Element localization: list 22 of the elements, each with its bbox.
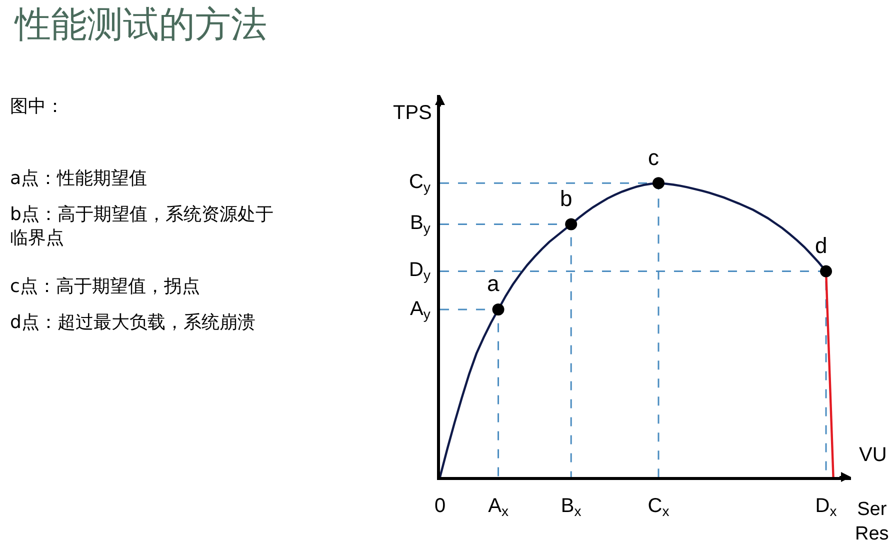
- text: b点：高于期望值，系统资源处于临界点: [10, 204, 274, 248]
- x-tick-label: A$_{x}$: [488, 494, 508, 519]
- series-label: B$_{y}$: [410, 212, 430, 236]
- x-tick-label: C$_{x}$: [648, 494, 670, 519]
- text: 性能测试的方法: [14, 4, 268, 46]
- x-tick-label: D$_{x}$: [815, 494, 837, 519]
- text: c点：高于期望值，拐点: [10, 276, 200, 297]
- series-label: A$_{y}$: [410, 298, 430, 322]
- y-axis-title: TPS: [393, 102, 432, 124]
- annotation: b: [560, 186, 572, 211]
- text: d点：超过最大负载，系统崩溃: [10, 312, 256, 333]
- series-label: D$_{y}$: [409, 259, 430, 284]
- annotation: c: [648, 145, 659, 170]
- x-tick-label: B$_{x}$: [560, 494, 582, 519]
- text: Ser Res: [855, 499, 889, 541]
- annotation: d: [815, 233, 828, 258]
- x-axis-title: VU: [859, 444, 887, 466]
- text: a点：性能期望值: [10, 168, 148, 189]
- x-tick-label: 0: [434, 494, 446, 517]
- text: 图中：: [10, 96, 64, 117]
- series-label: C$_{y}$: [409, 171, 430, 196]
- annotation: a: [487, 271, 500, 296]
